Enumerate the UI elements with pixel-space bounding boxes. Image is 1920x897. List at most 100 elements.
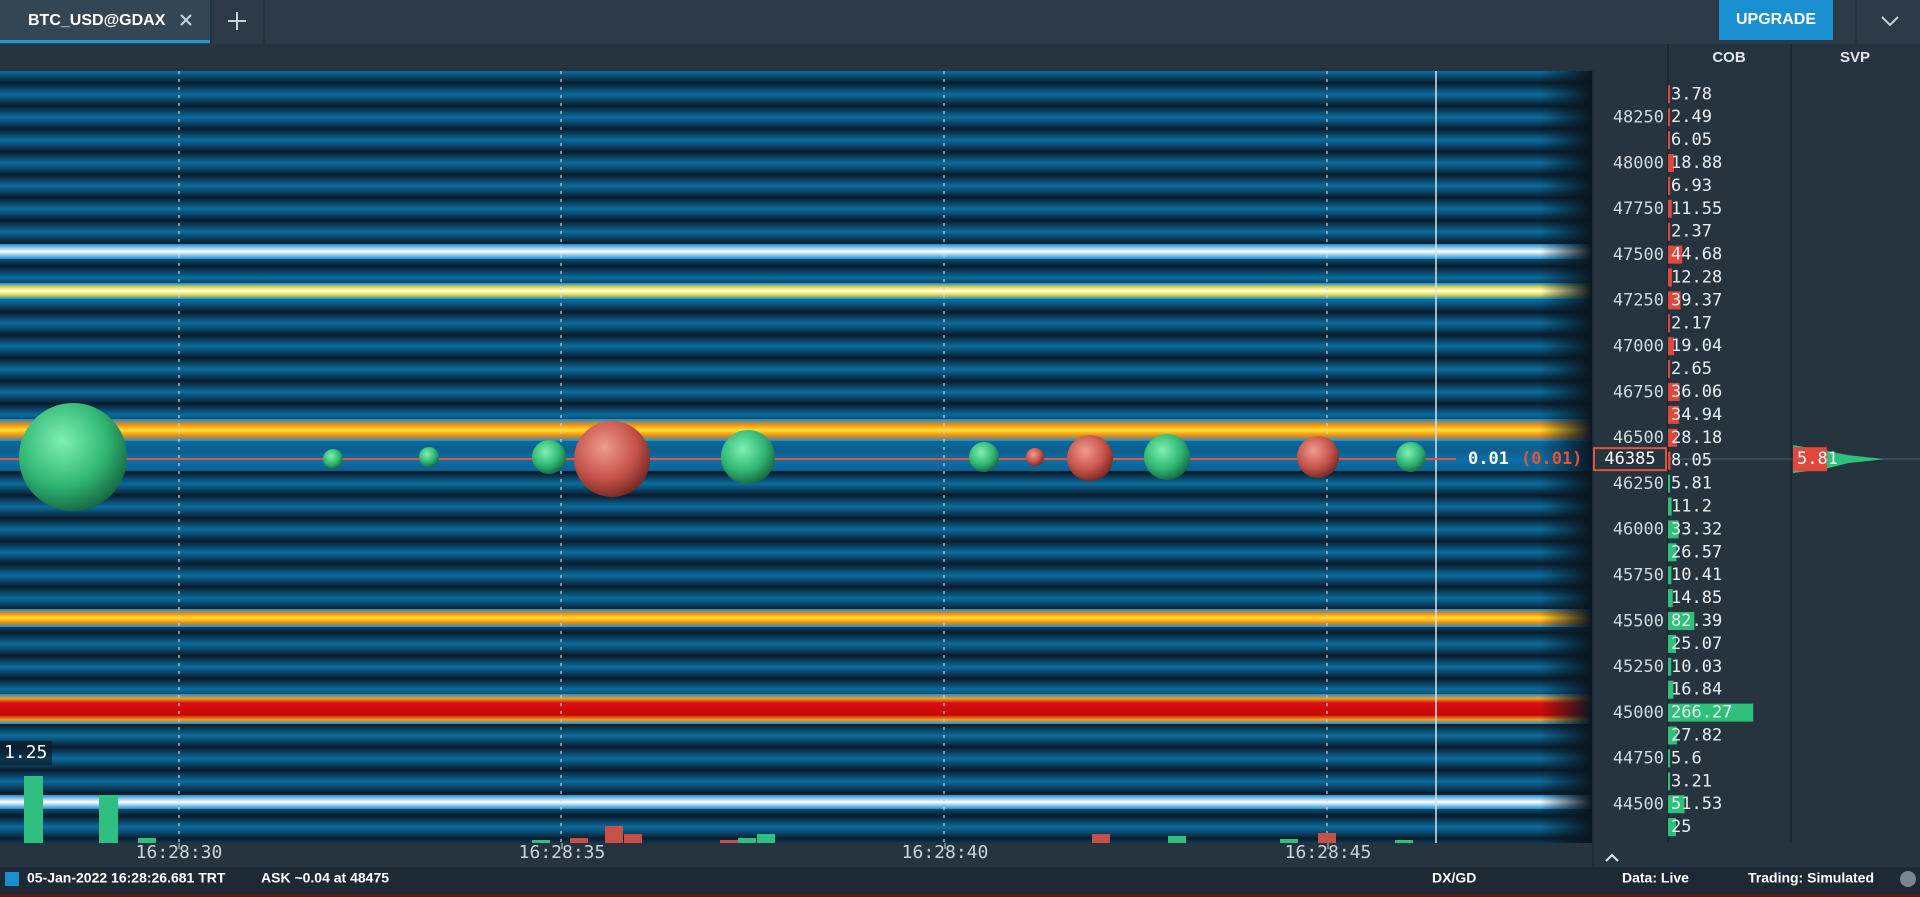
price-label: 46000 (1613, 520, 1664, 540)
cob-bar (1668, 795, 1685, 814)
volume-scale: 1.25 (4, 742, 47, 763)
cob-size: 266.27 (1671, 703, 1732, 723)
cob-bar (1668, 566, 1672, 585)
cob-bar (1668, 108, 1670, 127)
cob-size: 5.81 (1671, 474, 1712, 494)
price-label: 45500 (1613, 611, 1664, 631)
cob-size: 6.05 (1671, 130, 1712, 150)
price-label: 47000 (1613, 337, 1664, 357)
cob-bar (1668, 451, 1671, 470)
price-label: 46750 (1613, 382, 1664, 402)
cob-size: 25.07 (1671, 634, 1722, 654)
cob-size: 25 (1671, 817, 1691, 837)
status-trading: Trading: Simulated (1748, 870, 1874, 886)
cob-size: 2.37 (1671, 222, 1712, 242)
cob-size: 10.41 (1671, 565, 1722, 585)
cob-bar (1668, 360, 1670, 379)
cob-size: 51.53 (1671, 794, 1722, 814)
cob-bar (1668, 657, 1672, 676)
cob-size: 2.65 (1671, 359, 1712, 379)
cob-bar (1668, 772, 1670, 791)
cob-bar (1668, 131, 1670, 150)
connection-indicator (1900, 871, 1916, 887)
collapse-bar (1594, 843, 1920, 867)
price-label: 46500 (1613, 428, 1664, 448)
collapse-toggle[interactable] (1605, 853, 1619, 862)
time-label: 16:28:35 (519, 842, 606, 863)
upgrade-button[interactable] (1719, 0, 1833, 40)
svp-value: 5.81 (1797, 449, 1838, 469)
time-label: 16:28:30 (136, 842, 223, 863)
cob-bar (1668, 222, 1670, 241)
cob-bar (1668, 337, 1675, 356)
cob-bar (1668, 543, 1677, 562)
close-tab-icon[interactable] (180, 14, 192, 26)
cob-bar (1668, 703, 1754, 722)
cob-size: 33.32 (1671, 519, 1722, 539)
cob-bar (1668, 749, 1670, 768)
cob-bar (1668, 268, 1672, 287)
cob-size: 3.21 (1671, 771, 1712, 791)
cob-bar (1668, 245, 1683, 264)
cob-size: 6.93 (1671, 176, 1712, 196)
time-label: 16:28:40 (902, 842, 989, 863)
tab-bar (0, 0, 1920, 44)
cob-size: 12.28 (1671, 268, 1722, 288)
cob-size: 44.68 (1671, 245, 1722, 265)
cob-size: 27.82 (1671, 726, 1722, 746)
trade-delta: (0.01) (1521, 449, 1582, 469)
heatmap (0, 71, 1592, 843)
cob-bar (1668, 291, 1681, 310)
header-row (0, 44, 1920, 71)
cob-bar (1668, 85, 1670, 104)
tab[interactable] (0, 0, 210, 44)
cob-bar (1668, 634, 1677, 653)
scale-bg (0, 741, 52, 765)
cob-size: 34.94 (1671, 405, 1722, 425)
price-label: 45250 (1613, 657, 1664, 677)
status-edge (0, 894, 1920, 897)
time-axis-labels: 16:28:30 16:28:35 16:28:40 16:28:45 (136, 842, 1372, 863)
cob-size: 10.03 (1671, 657, 1722, 677)
trade-size: 0.01 (1468, 449, 1509, 469)
cob-bar (1668, 154, 1675, 172)
menu-dropdown[interactable] (1881, 16, 1899, 27)
price-label: 47750 (1613, 199, 1664, 219)
cob-size: 82.39 (1671, 611, 1722, 631)
column-header: SVP (1840, 49, 1870, 66)
cob-bar (1668, 176, 1671, 195)
add-tab-icon[interactable] (228, 12, 246, 30)
column-header: COB (1712, 49, 1746, 66)
cob-size: 26.57 (1671, 542, 1722, 562)
trade-bubbles (19, 403, 1426, 511)
tab-label[interactable]: BTC_USD@GDAX (28, 12, 166, 29)
current-price: 46385 (1604, 449, 1655, 469)
cob-bar (1668, 520, 1679, 539)
time-axis (0, 843, 1592, 867)
cob-size: 36.06 (1671, 382, 1722, 402)
cob-size: 18.88 (1671, 153, 1722, 173)
cob-size: 39.37 (1671, 290, 1722, 310)
svp-ask (1793, 447, 1827, 472)
price-label: 47500 (1613, 245, 1664, 265)
price-label: 48250 (1613, 108, 1664, 128)
cob-size: 3.78 (1671, 84, 1712, 104)
cob-size: 14.85 (1671, 588, 1722, 608)
cob-size: 5.6 (1671, 748, 1702, 768)
info-icon[interactable] (5, 872, 19, 886)
price-label: 45750 (1613, 566, 1664, 586)
price-label: 48000 (1613, 153, 1664, 173)
price-label: 46250 (1613, 474, 1664, 494)
time-label: 16:28:45 (1285, 842, 1372, 863)
upgrade-label[interactable]: UPGRADE (1736, 11, 1816, 28)
price-label: 44750 (1613, 749, 1664, 769)
cob-size: 28.18 (1671, 428, 1722, 448)
status-timestamp: 05-Jan-2022 16:28:26.681 TRT (27, 870, 226, 886)
volume-bars (24, 776, 1413, 843)
cob-size: 11.2 (1671, 497, 1712, 517)
cob-bar (1668, 589, 1673, 608)
cob-size: 2.17 (1671, 313, 1712, 333)
price-label: 45000 (1613, 703, 1664, 723)
cob-bar (1668, 405, 1680, 424)
